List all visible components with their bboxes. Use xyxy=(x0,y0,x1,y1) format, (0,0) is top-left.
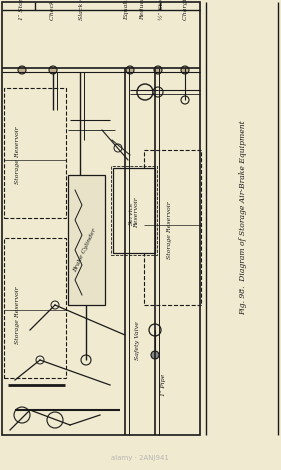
Text: Brake Cylinder: Brake Cylinder xyxy=(72,227,98,273)
Circle shape xyxy=(153,87,163,97)
Circle shape xyxy=(81,355,91,365)
Text: Charging Cou: Charging Cou xyxy=(183,0,189,20)
Text: Fig. 98.  Diagram of Storage Air-Brake Equipment: Fig. 98. Diagram of Storage Air-Brake Eq… xyxy=(239,121,247,315)
Bar xyxy=(113,168,155,253)
Text: Slack Adjuster: Slack Adjuster xyxy=(80,0,85,20)
Bar xyxy=(4,238,66,378)
Circle shape xyxy=(36,356,44,364)
Circle shape xyxy=(49,66,57,74)
Circle shape xyxy=(137,84,153,100)
Text: ½″ Stop Cock: ½″ Stop Cock xyxy=(158,0,164,20)
Circle shape xyxy=(181,66,189,74)
Text: Storage Reservoir: Storage Reservoir xyxy=(15,286,21,344)
Circle shape xyxy=(114,144,122,152)
Text: alamy · 2ANJ941: alamy · 2ANJ941 xyxy=(111,455,169,461)
Text: Storage Reservoir: Storage Reservoir xyxy=(167,201,173,259)
Bar xyxy=(111,166,157,255)
Circle shape xyxy=(47,412,63,428)
Circle shape xyxy=(14,407,30,423)
Text: Safety Valve: Safety Valve xyxy=(135,321,139,360)
Circle shape xyxy=(18,66,26,74)
Text: Service
Reservoir: Service Reservoir xyxy=(129,197,139,228)
Circle shape xyxy=(181,96,189,104)
Bar xyxy=(2,2,200,435)
Text: Storage Reservoir: Storage Reservoir xyxy=(15,126,21,184)
Circle shape xyxy=(151,351,159,359)
Bar xyxy=(4,88,66,218)
Text: 1″ Stop Cock: 1″ Stop Cock xyxy=(19,0,24,20)
Text: Equalizing Levers: Equalizing Levers xyxy=(124,0,130,20)
Circle shape xyxy=(149,324,161,336)
Text: Reducing Valve: Reducing Valve xyxy=(140,0,146,20)
Circle shape xyxy=(51,301,59,309)
Circle shape xyxy=(126,66,134,74)
Text: 1″ Pipe: 1″ Pipe xyxy=(160,374,166,396)
Bar xyxy=(144,150,201,305)
Circle shape xyxy=(154,66,162,74)
Text: Check Valve: Check Valve xyxy=(51,0,56,20)
Bar xyxy=(68,175,105,305)
